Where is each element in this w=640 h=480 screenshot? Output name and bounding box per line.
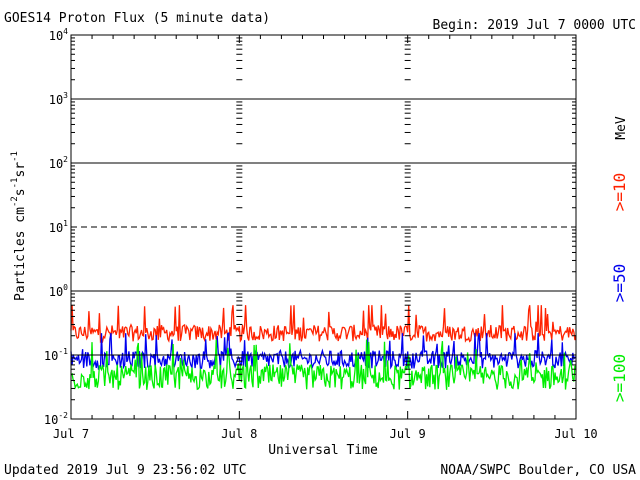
- y-tick-label-5: 103: [49, 91, 68, 107]
- series-line-1: [70, 332, 577, 371]
- y-axis-label: Particles cm-2s-1sr-1: [10, 151, 28, 301]
- x-tick-label-2: Jul 9: [390, 427, 426, 441]
- y-axis-label-sr: sr: [13, 162, 28, 178]
- y-axis-label-sup2: -1: [10, 178, 20, 189]
- y-tick-label-2: 100: [49, 283, 68, 299]
- legend-unit: MeV: [614, 116, 629, 140]
- legend-gte100: >=100: [610, 354, 629, 402]
- y-tick-base: 10: [49, 221, 63, 235]
- y-tick-base: 10: [44, 349, 58, 363]
- y-tick-exponent: 4: [63, 27, 68, 36]
- y-tick-exponent: 2: [63, 155, 68, 164]
- series-layer: [70, 305, 577, 391]
- y-tick-base: 10: [44, 413, 58, 427]
- y-tick-exponent: 0: [63, 283, 68, 292]
- y-tick-base: 10: [49, 29, 63, 43]
- y-tick-base: 10: [49, 93, 63, 107]
- y-tick-exponent: -1: [58, 347, 68, 356]
- x-axis-label: Universal Time: [268, 443, 378, 458]
- series-line-0: [70, 305, 577, 344]
- begin-label: Begin: 2019 Jul 7 0000 UTC: [433, 18, 637, 33]
- y-tick-label-1: 10-1: [44, 347, 68, 363]
- y-axis-label-s: s: [13, 188, 28, 196]
- plot-frame: [70, 34, 577, 420]
- y-tick-exponent: 3: [63, 91, 68, 100]
- y-tick-label-3: 101: [49, 219, 68, 235]
- y-axis-label-base: Particles cm: [13, 207, 28, 301]
- x-tick-label-3: Jul 10: [554, 427, 597, 441]
- y-tick-label-6: 104: [49, 27, 68, 43]
- legend-gte10: >=10: [610, 173, 629, 212]
- legend-gte50: >=50: [610, 264, 629, 303]
- y-axis-label-sup3: -1: [10, 151, 20, 162]
- y-tick-label-0: 10-2: [44, 411, 68, 427]
- y-tick-base: 10: [49, 285, 63, 299]
- y-tick-exponent: -2: [58, 411, 68, 420]
- series-line-2: [70, 339, 577, 391]
- x-tick-labels: Jul 7 Jul 8 Jul 9 Jul 10: [53, 427, 598, 441]
- x-tick-label-1: Jul 8: [221, 427, 257, 441]
- updated-timestamp: Updated 2019 Jul 9 23:56:02 UTC: [4, 463, 247, 478]
- y-tick-label-4: 102: [49, 155, 68, 171]
- y-tick-base: 10: [49, 157, 63, 171]
- source-label: NOAA/SWPC Boulder, CO USA: [440, 463, 636, 478]
- chart-title: GOES14 Proton Flux (5 minute data): [4, 11, 270, 26]
- y-tick-exponent: 1: [63, 219, 68, 228]
- y-axis-label-sup1: -2: [10, 196, 20, 207]
- grid-layer: [70, 35, 577, 420]
- x-tick-label-0: Jul 7: [53, 427, 89, 441]
